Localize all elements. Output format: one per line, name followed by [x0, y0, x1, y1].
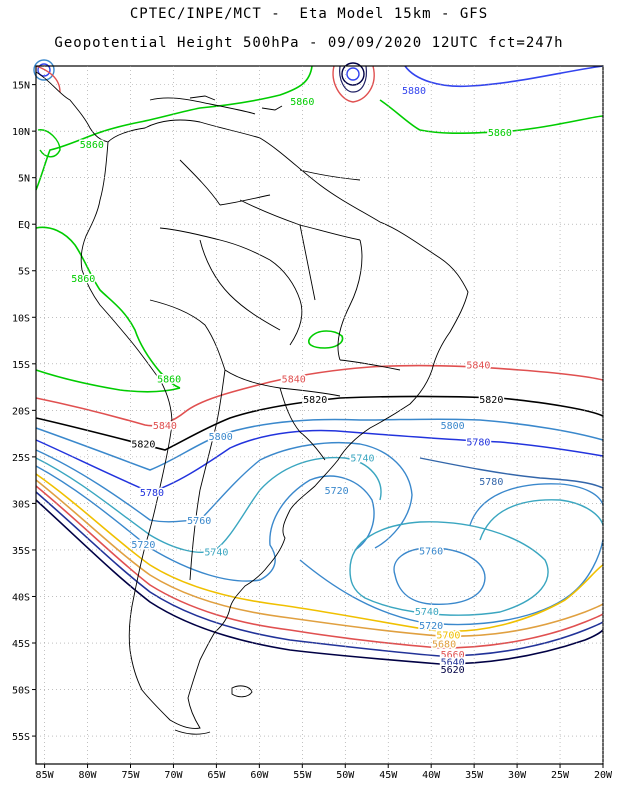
contour-lines — [33, 59, 604, 665]
lon-tick-label: 40W — [422, 770, 441, 781]
contour-5780-b — [419, 457, 604, 489]
contour-label-5840: 5840 — [282, 374, 306, 385]
lat-tick-label: 45S — [12, 639, 30, 650]
contour-label-5780: 5780 — [140, 488, 164, 499]
contour-5740 — [35, 456, 382, 553]
contour-5640 — [35, 491, 604, 657]
contour-5800 — [35, 418, 604, 471]
contour-circles-n — [332, 62, 375, 103]
contour-label-5720: 5720 — [325, 486, 349, 497]
chart-title: CPTEC/INPE/MCT - Eta Model 15km - GFS — [129, 6, 489, 22]
lat-tick-label: 15N — [12, 81, 30, 92]
lat-tick-label: 20S — [12, 406, 30, 417]
contour-5700 — [35, 473, 604, 633]
contour-label-5740: 5740 — [204, 548, 228, 559]
contour-label-5820: 5820 — [131, 440, 155, 451]
contour-low-ne — [479, 499, 604, 541]
lon-tick-label: 35W — [465, 770, 484, 781]
contour-label-5840: 5840 — [153, 421, 177, 432]
lat-tick-label: 30S — [12, 499, 30, 510]
contour-label-5720: 5720 — [419, 621, 443, 632]
contour-label-5820: 5820 — [479, 395, 503, 406]
graticule — [36, 66, 604, 764]
lon-tick-label: 45W — [379, 770, 398, 781]
contour-label-5860: 5860 — [157, 374, 181, 385]
contour-label-5680: 5680 — [432, 640, 456, 651]
lon-tick-label: 60W — [250, 770, 269, 781]
contour-5860-ne — [379, 99, 604, 135]
contour-label-5820: 5820 — [303, 395, 327, 406]
contour-5680 — [35, 479, 604, 638]
contour-label-5740: 5740 — [415, 607, 439, 618]
contour-label-5740: 5740 — [350, 454, 374, 465]
contour-label-5700: 5700 — [436, 630, 460, 641]
contour-5860-west — [35, 226, 181, 389]
lat-tick-label: 40S — [12, 592, 30, 603]
lon-tick-label: 50W — [336, 770, 355, 781]
contour-low-inner — [393, 547, 486, 605]
contour-label-5780: 5780 — [479, 477, 503, 488]
contour-label-5800: 5800 — [441, 421, 465, 432]
contour-low-ne2 — [469, 483, 604, 526]
contour-5860-closed — [308, 330, 344, 349]
contour-label-5860: 5860 — [290, 97, 314, 108]
lon-tick-label: 80W — [79, 770, 98, 781]
contour-label-5760: 5760 — [187, 516, 211, 527]
coastlines-and-borders — [35, 71, 469, 735]
lon-tick-label: 75W — [121, 770, 140, 781]
lon-tick-label: 30W — [508, 770, 527, 781]
lat-tick-label: 25S — [12, 453, 30, 464]
contour-5620 — [35, 499, 604, 665]
contour-label-5660: 5660 — [441, 650, 465, 661]
chart-subtitle: Geopotential Height 500hPa - 09/09/2020 … — [54, 35, 564, 51]
plot-frame — [35, 65, 604, 765]
contour-5760-west — [35, 442, 413, 549]
contour-5720 — [35, 465, 375, 582]
lat-tick-label: 35S — [12, 546, 30, 557]
south-america-coast — [80, 119, 469, 729]
contour-labels: 5860 5880 5860 5860 5860 5860 5840 5840 5840 5820… — [70, 84, 514, 677]
contour-label-5840: 5840 — [466, 360, 490, 371]
contour-label-5860: 5860 — [488, 128, 512, 139]
axis-ticks: 85W 80W 75W 70W 65W 60W 55W 50W 45W 40W 35W 30W 25W 2… — [12, 81, 613, 781]
contour-label-5640: 5640 — [441, 657, 465, 668]
contour-label-5860: 5860 — [71, 274, 95, 285]
lon-tick-label: 85W — [36, 770, 55, 781]
contour-low-outer — [299, 539, 604, 626]
contour-5840 — [35, 364, 604, 427]
contour-label-5800: 5800 — [209, 432, 233, 443]
contour-5860-north — [35, 65, 313, 191]
contour-label-5720: 5720 — [131, 540, 155, 551]
lon-tick-label: 25W — [551, 770, 570, 781]
contour-5860-pacific — [35, 369, 181, 393]
lat-tick-label: 5S — [18, 267, 30, 278]
lon-tick-label: 70W — [164, 770, 183, 781]
lat-tick-label: 15S — [12, 360, 30, 371]
contour-circles-nw — [33, 59, 61, 93]
contour-label-5860: 5860 — [80, 140, 104, 151]
contour-label-5760: 5760 — [419, 547, 443, 558]
contour-5820 — [35, 395, 604, 451]
contour-5660 — [35, 485, 604, 649]
lat-tick-label: 10N — [12, 127, 30, 138]
lat-tick-label: 50S — [12, 686, 30, 697]
contour-label-5620: 5620 — [441, 665, 465, 676]
contour-5780 — [35, 429, 604, 493]
contour-low-mid — [349, 521, 549, 616]
lat-tick-label: 55S — [12, 732, 30, 743]
lat-tick-label: 5N — [18, 174, 30, 185]
lon-tick-label: 20W — [594, 770, 613, 781]
lon-tick-label: 65W — [207, 770, 226, 781]
lat-tick-label: EQ — [18, 220, 30, 231]
lon-tick-label: 55W — [293, 770, 312, 781]
lat-tick-label: 10S — [12, 313, 30, 324]
contour-5860-loop — [37, 129, 61, 158]
contour-5880 — [404, 65, 604, 88]
contour-label-5880: 5880 — [402, 86, 426, 97]
contour-label-5780: 5780 — [466, 438, 490, 449]
